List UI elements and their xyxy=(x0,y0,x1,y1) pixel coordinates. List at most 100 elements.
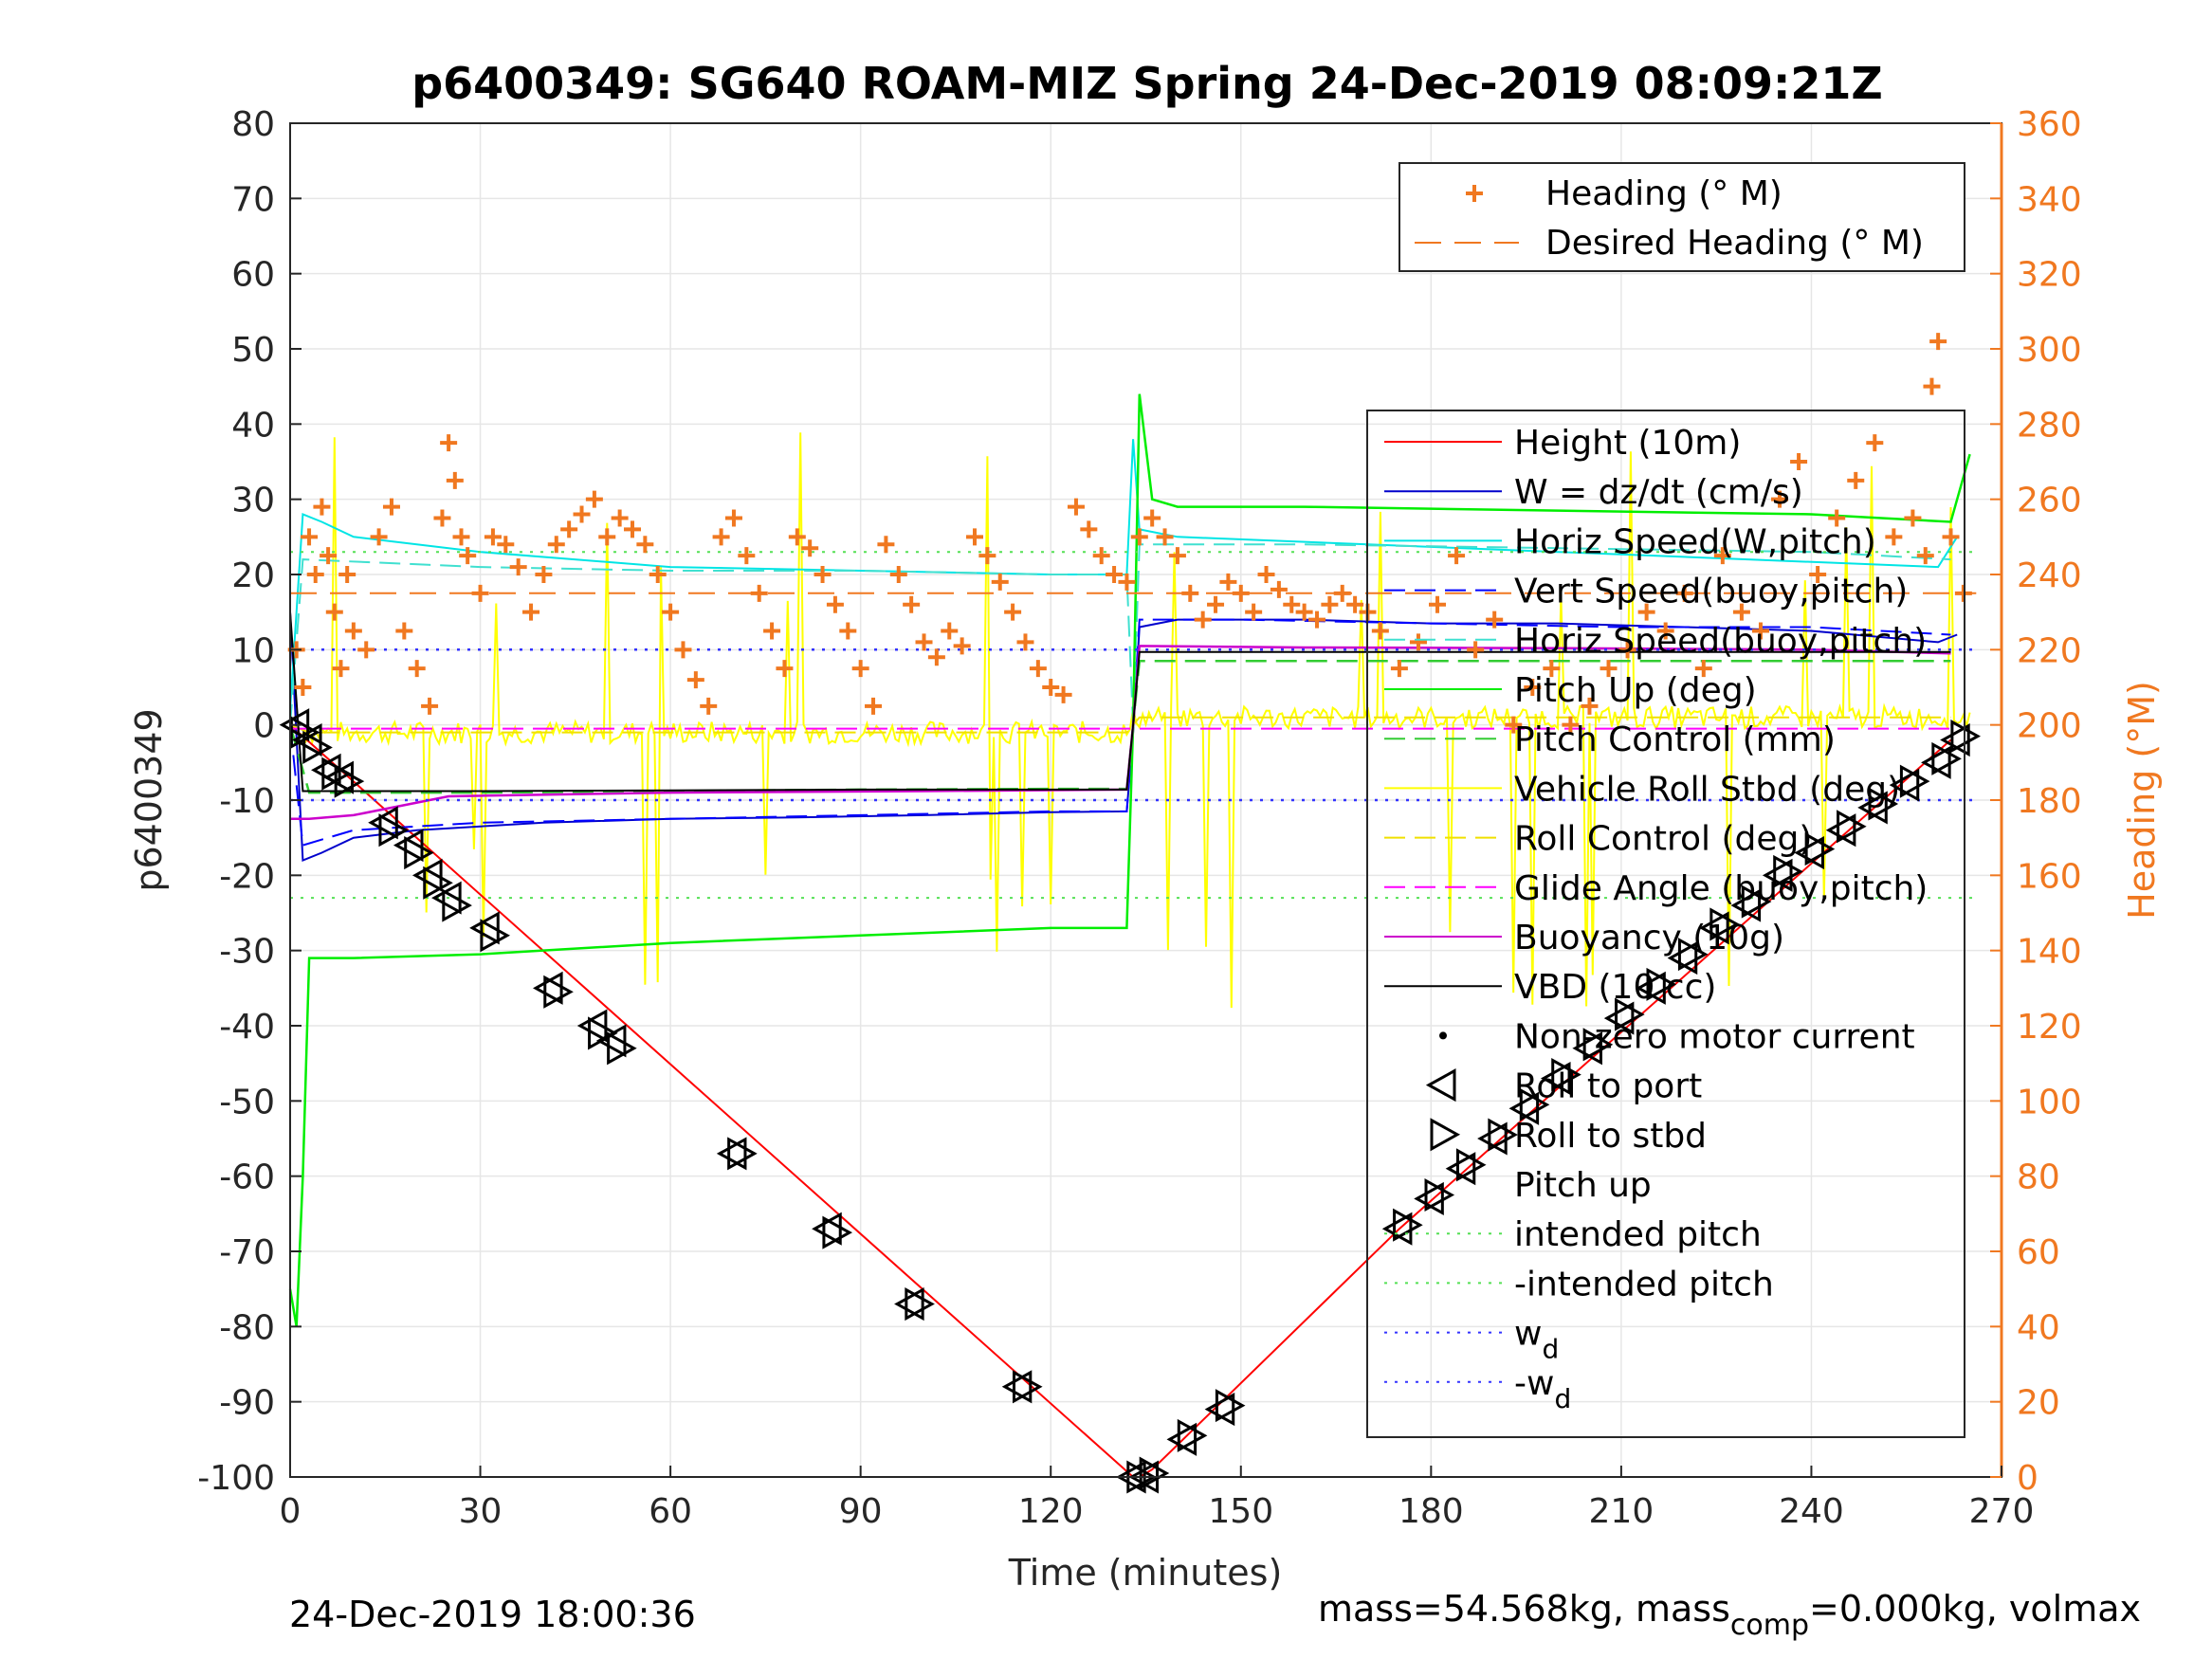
legend-label-5: Pitch Up (deg) xyxy=(1514,671,1757,710)
heading-point xyxy=(1156,528,1174,546)
heading-point xyxy=(1390,660,1408,678)
x-tick-label-4: 120 xyxy=(1018,1492,1084,1531)
marker-roll-stbd xyxy=(1455,1148,1487,1182)
y-tick-label-2: 60 xyxy=(231,256,275,295)
y-tick-label-7: 10 xyxy=(231,631,275,670)
marker-roll-stbd xyxy=(1709,907,1740,941)
heading-point xyxy=(1694,660,1712,678)
x-axis-ticks: 0 30 60 90 120 150 180 210 240 270 xyxy=(280,1466,2034,1531)
heading-point xyxy=(1505,716,1523,734)
heading-point xyxy=(1118,573,1136,591)
heading-point xyxy=(649,566,667,583)
marker-roll-stbd xyxy=(588,1016,618,1050)
heading-point xyxy=(1219,573,1237,591)
heading-point xyxy=(889,566,907,583)
legend-label-15: Pitch up xyxy=(1514,1166,1652,1205)
y-tick-label-17: -90 xyxy=(219,1384,275,1423)
marker-roll-stbd xyxy=(1615,997,1645,1031)
heading-point xyxy=(1106,566,1124,583)
heading-point xyxy=(611,509,629,527)
marker-roll-port xyxy=(1001,1370,1033,1404)
marker-roll-stbd xyxy=(1177,1418,1208,1452)
legend-top-box xyxy=(1398,162,1965,272)
heading-point xyxy=(662,603,680,621)
marker-roll-stbd xyxy=(1519,1087,1550,1121)
heading-point xyxy=(1321,595,1339,613)
heading-point xyxy=(1467,641,1485,659)
heading-point xyxy=(991,573,1009,591)
legend-main: Height (10m) W = dz/dt (cm/s) Horiz Speed(… xyxy=(1366,410,1965,1438)
y-tick-label-3: 50 xyxy=(231,331,275,370)
heading-point xyxy=(877,536,895,554)
heading-point xyxy=(1656,622,1674,640)
heading-point xyxy=(1954,584,1972,602)
marker-roll-stbd xyxy=(905,1286,935,1322)
y2-tick-label-5: 260 xyxy=(2017,482,2082,520)
y2-tick-label-6: 240 xyxy=(2017,556,2082,595)
heading-point xyxy=(1713,547,1731,565)
heading-point xyxy=(1130,528,1148,546)
marker-roll-stbd xyxy=(1931,741,1962,775)
heading-point xyxy=(801,539,819,557)
heading-points xyxy=(287,333,1972,734)
heading-point xyxy=(1486,611,1504,629)
marker-roll-stbd xyxy=(302,730,333,765)
y2-tick-label-14: 80 xyxy=(2017,1158,2060,1197)
heading-point xyxy=(978,547,996,565)
y2-tick-label-10: 160 xyxy=(2017,857,2082,896)
heading-point xyxy=(1181,584,1199,602)
marker-roll-stbd xyxy=(1139,1456,1170,1490)
heading-point xyxy=(903,595,921,613)
heading-point xyxy=(1308,611,1325,629)
y2-tick-label-11: 140 xyxy=(2017,933,2082,972)
legend-label-11: VBD (10 cc) xyxy=(1514,968,1716,1007)
heading-point xyxy=(1885,528,1903,546)
legend-label-14: Roll to stbd xyxy=(1514,1117,1707,1156)
x-tick-label-1: 30 xyxy=(459,1492,503,1531)
heading-point xyxy=(1751,622,1769,640)
heading-point xyxy=(1054,685,1072,703)
heading-point xyxy=(1143,509,1161,527)
marker-roll-stbd xyxy=(1551,1058,1581,1092)
heading-point xyxy=(1429,595,1447,613)
heading-point xyxy=(1346,595,1364,613)
heading-point xyxy=(585,490,603,508)
heading-point xyxy=(338,566,356,583)
legend-label-7: Vehicle Roll Stbd (deg) xyxy=(1514,770,1900,809)
legend-label-3: Vert Speed(buoy,pitch) xyxy=(1514,573,1908,611)
heading-point xyxy=(1333,584,1351,602)
heading-point xyxy=(1929,333,1947,351)
heading-point xyxy=(1923,377,1941,395)
heading-point xyxy=(1866,434,1884,452)
heading-point xyxy=(332,660,350,678)
heading-point xyxy=(1016,633,1034,651)
legend-label-10: Buoyancy (10g) xyxy=(1514,919,1784,957)
x-tick-label-8: 240 xyxy=(1779,1492,1844,1531)
y-tick-label-4: 40 xyxy=(231,406,275,445)
legend-label-12: Non-zero motor current xyxy=(1514,1017,1915,1056)
marker-roll-stbd xyxy=(1582,1028,1614,1062)
marker-roll-stbd xyxy=(480,919,511,953)
marker-roll-stbd xyxy=(378,813,410,848)
heading-point xyxy=(421,697,439,715)
heading-point xyxy=(927,648,945,666)
y2-tick-label-12: 120 xyxy=(2017,1008,2082,1047)
heading-point xyxy=(471,584,489,602)
heading-point xyxy=(509,558,527,576)
heading-point xyxy=(1257,566,1275,583)
heading-point xyxy=(301,528,319,546)
marker-roll-stbd xyxy=(543,975,574,1009)
y2-axis-label: Heading (°M) xyxy=(2121,681,2163,920)
heading-point xyxy=(440,434,458,452)
marker-roll-stbd xyxy=(1215,1389,1246,1423)
heading-point xyxy=(1245,603,1263,621)
y-tick-label-14: -60 xyxy=(219,1158,275,1197)
marker-roll-stbd xyxy=(334,764,365,798)
heading-point xyxy=(408,660,426,678)
heading-point xyxy=(547,536,565,554)
marker-roll-stbd xyxy=(442,888,472,922)
x-axis-label: Time (minutes) xyxy=(1008,1552,1283,1594)
y2-tick-label-7: 220 xyxy=(2017,631,2082,670)
marker-roll-stbd xyxy=(423,866,453,900)
